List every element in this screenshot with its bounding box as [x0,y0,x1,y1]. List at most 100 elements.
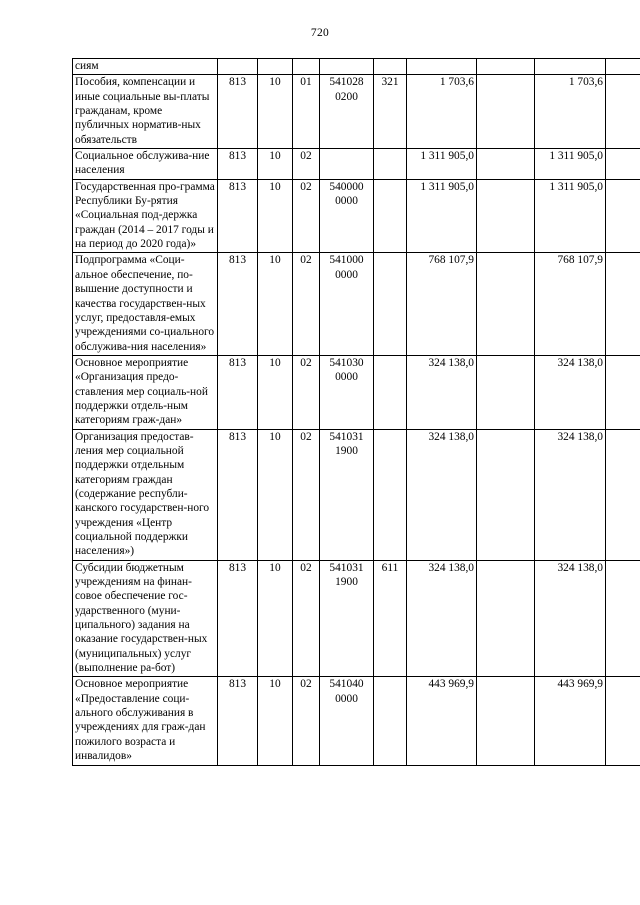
cell-sum1: 443 969,9 [406,676,477,766]
cell-sum2: 324 138,0 [534,354,606,430]
cell-vid [373,354,407,430]
cell-sum1: 768 107,9 [406,252,477,356]
cell-name: Организация предостав-ления мер социальн… [72,428,218,561]
page-number: 720 [310,27,330,39]
cell-blank1 [476,74,535,150]
cell-vedom: 813 [217,354,258,430]
cell-vid [373,178,407,254]
cell-vid [373,252,407,356]
cell-blank2 [605,252,640,356]
cell-sum1: 324 138,0 [406,559,477,678]
budget-table-body: сиям Пособия, компенсации и иные социальн… [72,57,640,766]
table-row: Государственная про-грамма Республики Бу… [72,178,640,254]
cell-sum2: 443 969,9 [534,676,606,766]
cell-vedom: 813 [217,148,258,180]
cell-vid: 611 [373,559,407,678]
cell-podrazdel: 02 [292,428,320,561]
cell-sum2: 324 138,0 [534,428,606,561]
cell-celevaya: 541000 0000 [319,252,374,356]
cell-blank1 [476,676,535,766]
cell-vid [373,57,407,76]
cell-vedom [217,57,258,76]
cell-razdel [257,57,293,76]
cell-sum1: 1 311 905,0 [406,178,477,254]
table-row: Субсидии бюджетным учреждениям на финан-… [72,559,640,678]
cell-podrazdel: 02 [292,354,320,430]
cell-sum2: 768 107,9 [534,252,606,356]
cell-razdel: 10 [257,354,293,430]
cell-podrazdel: 02 [292,148,320,180]
cell-celevaya: 540000 0000 [319,178,374,254]
cell-vedom: 813 [217,178,258,254]
cell-vid [373,676,407,766]
cell-celevaya [319,57,374,76]
cell-razdel: 10 [257,676,293,766]
cell-podrazdel: 02 [292,676,320,766]
cell-blank1 [476,559,535,678]
cell-vedom: 813 [217,676,258,766]
cell-celevaya: 541031 1900 [319,428,374,561]
cell-name: Основное мероприятие «Предоставление соц… [72,676,218,766]
cell-name: сиям [72,57,218,76]
cell-razdel: 10 [257,74,293,150]
cell-celevaya [319,148,374,180]
table-row: сиям [72,57,640,76]
cell-sum2: 1 311 905,0 [534,178,606,254]
table-row: Социальное обслужива-ние населения 813 10 0… [72,148,640,180]
cell-celevaya: 541040 0000 [319,676,374,766]
cell-vedom: 813 [217,252,258,356]
cell-name: Основное мероприятие «Организация предо-… [72,354,218,430]
cell-sum2: 1 311 905,0 [534,148,606,180]
cell-name: Подпрограмма «Соци-альное обеспечение, п… [72,252,218,356]
cell-name: Социальное обслужива-ние населения [72,148,218,180]
cell-name: Субсидии бюджетным учреждениям на финан-… [72,559,218,678]
table-row: Подпрограмма «Соци-альное обеспечение, п… [72,252,640,356]
cell-sum1: 1 703,6 [406,74,477,150]
cell-blank1 [476,57,535,76]
cell-razdel: 10 [257,559,293,678]
cell-sum2 [534,57,606,76]
cell-sum2: 324 138,0 [534,559,606,678]
cell-blank2 [605,559,640,678]
cell-sum2: 1 703,6 [534,74,606,150]
cell-sum1: 1 311 905,0 [406,148,477,180]
table-row: Организация предостав-ления мер социальн… [72,428,640,561]
cell-blank1 [476,178,535,254]
cell-blank2 [605,428,640,561]
cell-blank2 [605,354,640,430]
cell-blank2 [605,74,640,150]
table-row: Пособия, компенсации и иные социальные в… [72,74,640,150]
cell-sum1: 324 138,0 [406,428,477,561]
cell-podrazdel: 01 [292,74,320,150]
cell-razdel: 10 [257,428,293,561]
cell-name: Пособия, компенсации и иные социальные в… [72,74,218,150]
cell-sum1 [406,57,477,76]
cell-razdel: 10 [257,178,293,254]
cell-podrazdel: 02 [292,178,320,254]
cell-blank1 [476,252,535,356]
cell-vid: 321 [373,74,407,150]
cell-vid [373,148,407,180]
cell-blank1 [476,428,535,561]
cell-blank2 [605,676,640,766]
cell-name: Государственная про-грамма Республики Бу… [72,178,218,254]
cell-celevaya: 541030 0000 [319,354,374,430]
cell-podrazdel: 02 [292,252,320,356]
cell-blank2 [605,148,640,180]
cell-celevaya: 541028 0200 [319,74,374,150]
cell-podrazdel [292,57,320,76]
cell-vid [373,428,407,561]
cell-podrazdel: 02 [292,559,320,678]
cell-blank2 [605,57,640,76]
budget-table: сиям Пособия, компенсации и иные социальн… [72,57,640,766]
cell-celevaya: 541031 1900 [319,559,374,678]
cell-blank2 [605,178,640,254]
table-row: Основное мероприятие «Организация предо-… [72,354,640,430]
cell-sum1: 324 138,0 [406,354,477,430]
cell-blank1 [476,148,535,180]
cell-vedom: 813 [217,74,258,150]
cell-razdel: 10 [257,148,293,180]
cell-razdel: 10 [257,252,293,356]
cell-vedom: 813 [217,559,258,678]
